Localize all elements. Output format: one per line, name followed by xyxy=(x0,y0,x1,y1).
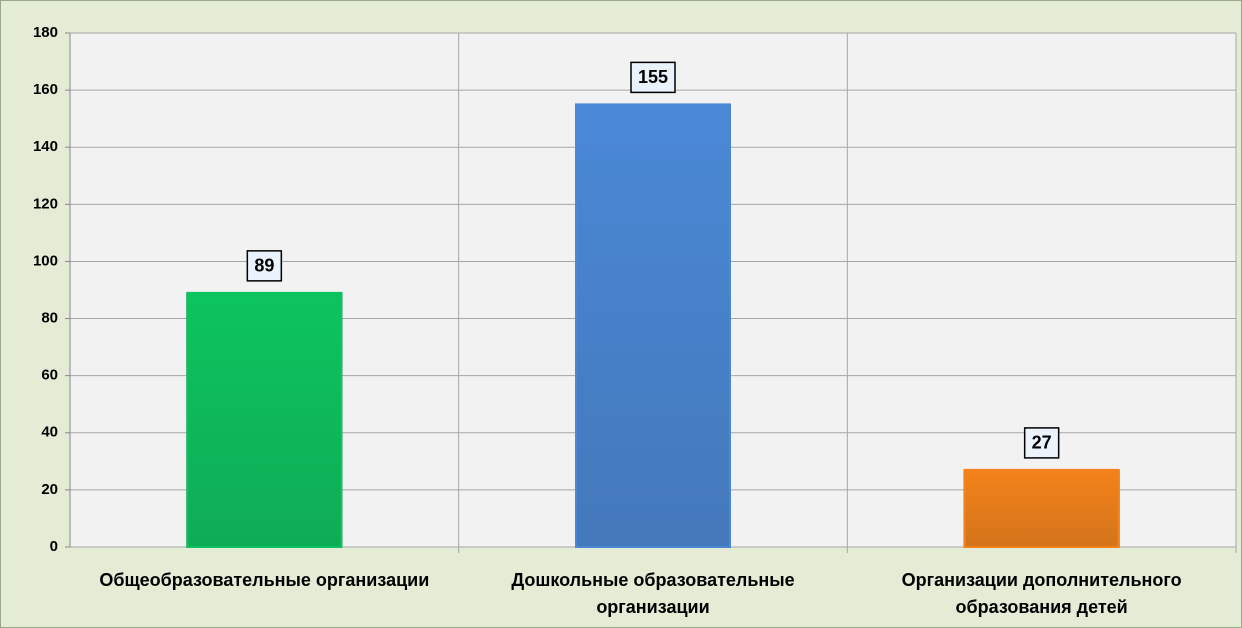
y-tick-label: 140 xyxy=(33,138,58,155)
x-tick-label: Дошкольные образовательные организации xyxy=(511,570,795,617)
value-label: 89 xyxy=(254,256,274,276)
value-label-box xyxy=(630,61,676,94)
x-tick-label: Общеобразовательные организации xyxy=(99,570,430,590)
y-tick-label: 80 xyxy=(41,310,58,327)
value-label-box xyxy=(1023,427,1060,459)
bar xyxy=(963,468,1120,548)
y-tick-label: 180 xyxy=(33,24,58,41)
bar xyxy=(575,103,731,548)
y-tick-label: 100 xyxy=(33,252,58,269)
y-tick-label: 40 xyxy=(41,424,58,441)
value-label: 27 xyxy=(1032,433,1052,453)
y-tick-label: 160 xyxy=(33,81,58,98)
bar xyxy=(186,291,343,548)
value-label: 155 xyxy=(638,67,668,87)
y-tick-label: 120 xyxy=(33,195,58,212)
value-label-box xyxy=(246,250,283,282)
x-tick-label: Организации дополнительного образования … xyxy=(901,570,1182,617)
y-tick-label: 20 xyxy=(41,481,58,498)
y-tick-label: 0 xyxy=(50,538,58,555)
y-tick-label: 60 xyxy=(41,367,58,384)
